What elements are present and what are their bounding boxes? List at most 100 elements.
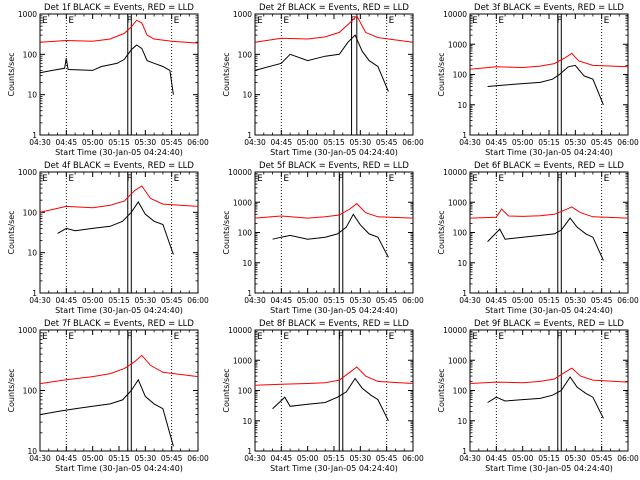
reference-letter: E bbox=[472, 16, 478, 26]
y-tick-label: 10 bbox=[27, 91, 37, 100]
chart-panel: Det 4f BLACK = Events, RED = LLD 1 10 100 10… bbox=[7, 161, 209, 315]
x-tick-label: 05:15 bbox=[538, 138, 560, 147]
y-tick-label: 10000 bbox=[228, 168, 252, 177]
y-tick-label: 1000 bbox=[448, 198, 467, 207]
chart-title: Det 6f BLACK = Events, RED = LLD bbox=[474, 161, 624, 171]
x-tick-label: 04:45 bbox=[486, 454, 508, 463]
y-axis-label: Counts/sec bbox=[222, 52, 231, 96]
series-lld-line bbox=[39, 354, 199, 385]
chart-title: Det 2f BLACK = Events, RED = LLD bbox=[259, 3, 409, 13]
series-events-line bbox=[57, 201, 174, 255]
chart-panel: Det 8f BLACK = Events, RED = LLD 1 10 100 10… bbox=[222, 319, 424, 473]
reference-letter: E bbox=[283, 16, 289, 26]
x-tick-label: 05:45 bbox=[591, 138, 613, 147]
interval-letter: F bbox=[127, 332, 132, 342]
x-tick-label: 05:30 bbox=[350, 454, 372, 463]
x-tick-label: 05:30 bbox=[350, 296, 372, 305]
x-tick-label: 04:30 bbox=[244, 138, 266, 147]
interval-letter: F bbox=[338, 174, 343, 184]
plot-frame bbox=[469, 329, 629, 452]
chart-panel: Det 2f BLACK = Events, RED = LLD 1 10 100 10… bbox=[222, 3, 424, 157]
y-tick-label: 1000 bbox=[448, 356, 467, 365]
plot-frame bbox=[39, 13, 199, 136]
reference-letter: E bbox=[42, 16, 48, 26]
x-tick-label: 04:30 bbox=[459, 454, 481, 463]
y-tick-label: 10 bbox=[27, 249, 37, 258]
series-lld-line bbox=[254, 366, 414, 386]
interval-letter: F bbox=[127, 16, 132, 26]
plot-frame bbox=[469, 171, 629, 294]
chart-title: Det 4f BLACK = Events, RED = LLD bbox=[44, 161, 194, 171]
x-axis-label: Start Time (30-Jan-05 04:24:40) bbox=[270, 306, 398, 315]
y-tick-label: 1 bbox=[462, 289, 467, 298]
x-tick-label: 05:30 bbox=[350, 138, 372, 147]
reference-letter: E bbox=[174, 174, 180, 184]
x-tick-label: 06:00 bbox=[617, 138, 639, 147]
series-events-line bbox=[254, 34, 389, 92]
x-tick-label: 06:00 bbox=[617, 454, 639, 463]
series-events-line bbox=[487, 64, 604, 105]
y-tick-label: 1 bbox=[462, 131, 467, 140]
x-tick-label: 06:00 bbox=[402, 138, 424, 147]
x-tick-label: 05:15 bbox=[323, 454, 345, 463]
reference-letter: E bbox=[498, 174, 504, 184]
x-tick-label: 05:15 bbox=[323, 138, 345, 147]
y-tick-label: 1 bbox=[247, 131, 252, 140]
x-tick-label: 05:15 bbox=[538, 454, 560, 463]
x-tick-label: 06:00 bbox=[402, 296, 424, 305]
x-axis-label: Start Time (30-Jan-05 04:24:40) bbox=[485, 306, 613, 315]
series-lld-line bbox=[469, 206, 629, 219]
reference-letter: E bbox=[174, 16, 180, 26]
y-tick-label: 10 bbox=[242, 259, 252, 268]
x-tick-label: 04:30 bbox=[244, 454, 266, 463]
chart-panel: Det 5f BLACK = Events, RED = LLD 1 10 100 10… bbox=[222, 161, 424, 315]
x-axis-label: Start Time (30-Jan-05 04:24:40) bbox=[485, 148, 613, 157]
x-tick-label: 04:45 bbox=[56, 296, 78, 305]
chart-title: Det 3f BLACK = Events, RED = LLD bbox=[474, 3, 624, 13]
y-axis-label: Counts/sec bbox=[437, 368, 446, 412]
plot-frame bbox=[254, 171, 414, 294]
reference-letter: E bbox=[498, 16, 504, 26]
x-axis-label: Start Time (30-Jan-05 04:24:40) bbox=[55, 464, 183, 473]
x-tick-label: 05:15 bbox=[108, 138, 130, 147]
x-tick-label: 05:30 bbox=[135, 454, 157, 463]
y-axis-label: Counts/sec bbox=[7, 52, 16, 96]
series-events-line bbox=[39, 44, 174, 95]
x-tick-label: 05:00 bbox=[297, 138, 319, 147]
interval-letter: F bbox=[557, 16, 562, 26]
y-tick-label: 100 bbox=[238, 387, 253, 396]
series-lld-line bbox=[254, 202, 414, 219]
x-tick-label: 05:00 bbox=[82, 454, 104, 463]
series-events-line bbox=[487, 376, 604, 419]
reference-letter: E bbox=[174, 332, 180, 342]
x-tick-label: 05:15 bbox=[323, 296, 345, 305]
y-tick-label: 1000 bbox=[18, 168, 37, 177]
reference-letter: E bbox=[257, 174, 263, 184]
reference-letter: E bbox=[283, 332, 289, 342]
x-tick-label: 06:00 bbox=[187, 138, 209, 147]
y-tick-label: 1000 bbox=[18, 326, 37, 335]
x-axis-label: Start Time (30-Jan-05 04:24:40) bbox=[485, 464, 613, 473]
chart-panel: Det 7f BLACK = Events, RED = LLD 10 100 100… bbox=[7, 319, 209, 473]
x-tick-label: 05:15 bbox=[538, 296, 560, 305]
x-tick-label: 04:45 bbox=[486, 138, 508, 147]
x-tick-label: 05:30 bbox=[565, 296, 587, 305]
series-events-line bbox=[272, 213, 389, 258]
plot-frame bbox=[254, 13, 414, 136]
x-tick-label: 05:45 bbox=[161, 296, 183, 305]
x-tick-label: 05:45 bbox=[376, 296, 398, 305]
plot-frame bbox=[469, 13, 629, 136]
x-tick-label: 05:30 bbox=[135, 138, 157, 147]
y-tick-label: 1 bbox=[462, 447, 467, 456]
x-tick-label: 05:00 bbox=[512, 454, 534, 463]
series-lld-line bbox=[469, 367, 629, 384]
y-tick-label: 1 bbox=[32, 289, 37, 298]
y-tick-label: 10 bbox=[457, 259, 467, 268]
y-tick-label: 1000 bbox=[233, 356, 252, 365]
y-tick-label: 100 bbox=[238, 50, 253, 59]
x-tick-label: 04:30 bbox=[29, 296, 51, 305]
y-tick-label: 1 bbox=[32, 131, 37, 140]
series-lld-line bbox=[39, 19, 199, 44]
series-events-line bbox=[487, 217, 604, 261]
x-axis-label: Start Time (30-Jan-05 04:24:40) bbox=[270, 148, 398, 157]
